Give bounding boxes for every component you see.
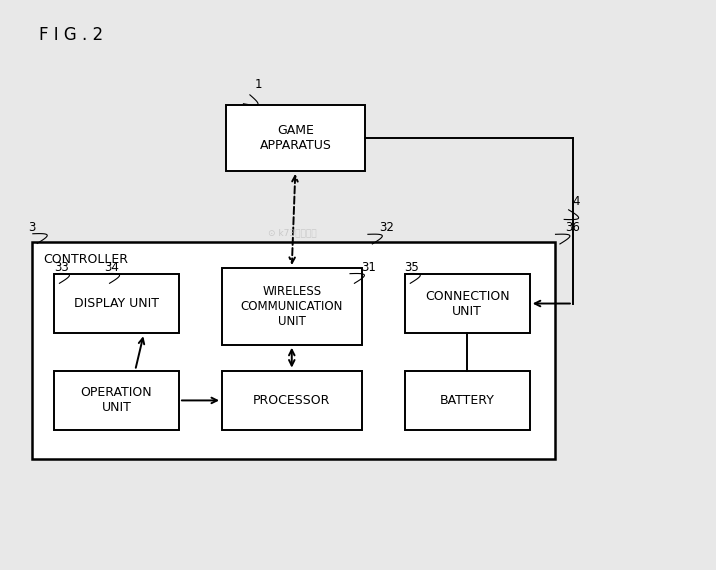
Text: DISPLAY UNIT: DISPLAY UNIT	[74, 297, 159, 310]
FancyBboxPatch shape	[222, 268, 362, 345]
Text: 3: 3	[29, 221, 36, 234]
Text: GAME
APPARATUS: GAME APPARATUS	[259, 124, 332, 152]
Text: CONTROLLER: CONTROLLER	[43, 253, 128, 266]
FancyBboxPatch shape	[222, 370, 362, 430]
Text: 36: 36	[566, 221, 581, 234]
Text: WIRELESS
COMMUNICATION
UNIT: WIRELESS COMMUNICATION UNIT	[241, 285, 343, 328]
FancyBboxPatch shape	[32, 242, 555, 459]
Text: PROCESSOR: PROCESSOR	[253, 394, 331, 407]
Text: OPERATION
UNIT: OPERATION UNIT	[80, 386, 153, 414]
FancyBboxPatch shape	[405, 274, 530, 333]
FancyBboxPatch shape	[405, 370, 530, 430]
FancyBboxPatch shape	[54, 370, 179, 430]
Text: ⊙ k73电玩之家: ⊙ k73电玩之家	[268, 228, 317, 237]
Text: CONNECTION
UNIT: CONNECTION UNIT	[425, 290, 510, 317]
Text: 34: 34	[104, 260, 119, 274]
Text: 4: 4	[573, 195, 580, 208]
Text: F I G . 2: F I G . 2	[39, 26, 104, 44]
Text: 35: 35	[405, 260, 420, 274]
FancyBboxPatch shape	[226, 105, 365, 171]
FancyBboxPatch shape	[54, 274, 179, 333]
Text: 31: 31	[362, 260, 377, 274]
Text: 32: 32	[379, 221, 395, 234]
Text: 1: 1	[254, 78, 261, 91]
Text: 33: 33	[54, 260, 69, 274]
Text: BATTERY: BATTERY	[440, 394, 495, 407]
